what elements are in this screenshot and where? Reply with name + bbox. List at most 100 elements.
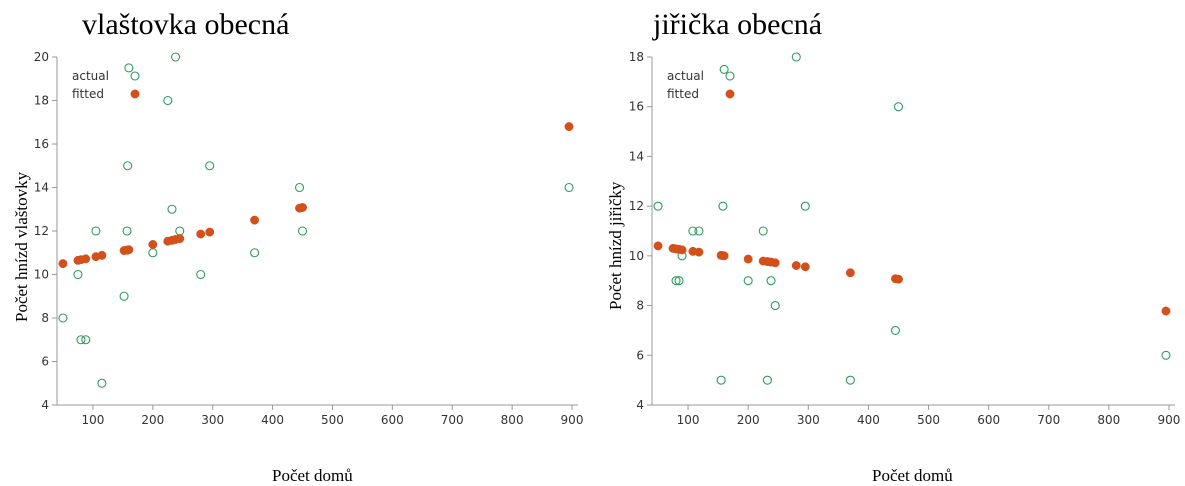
legend-label-actual: actual <box>667 69 704 83</box>
data-point-actual <box>1161 350 1171 360</box>
legend-marker-actual <box>130 71 140 81</box>
legend-label-fitted: fitted <box>667 87 699 101</box>
data-point-actual <box>58 313 68 323</box>
data-point-actual <box>148 248 158 258</box>
data-point-actual <box>76 335 86 345</box>
x-tick-label: 500 <box>321 413 344 427</box>
data-point-fitted <box>770 258 780 268</box>
y-tick-label: 6 <box>41 355 49 369</box>
data-point-fitted <box>677 245 687 255</box>
legend-marker-fitted <box>725 89 735 99</box>
data-point-actual <box>196 269 206 280</box>
data-point-actual <box>758 226 768 236</box>
data-point-fitted <box>205 227 215 237</box>
x-tick-label: 500 <box>917 413 940 427</box>
data-point-actual <box>719 64 729 74</box>
data-point-fitted <box>124 245 134 255</box>
x-axis-label: Počet domů <box>272 466 353 485</box>
legend-marker-actual <box>725 71 735 81</box>
data-point-fitted <box>175 234 185 244</box>
data-point-fitted <box>694 247 704 257</box>
scatter-plot-vlastovka: 4 6 8 10 12 14 16 18 20 100 200 300 400 500 600 700 800 9… <box>34 50 584 427</box>
data-point-actual <box>297 226 308 236</box>
data-point-actual <box>653 201 663 211</box>
y-tick-label: 10 <box>629 249 644 263</box>
y-tick-label: 18 <box>629 50 644 64</box>
data-point-fitted <box>894 274 903 284</box>
x-tick-label: 200 <box>141 413 164 427</box>
data-point-actual <box>716 375 726 385</box>
data-point-fitted <box>81 254 91 264</box>
data-point-actual <box>800 201 810 211</box>
data-point-fitted <box>1161 306 1171 316</box>
legend-label-fitted: fitted <box>72 87 104 101</box>
chart-title: vlaštovka obecná <box>82 8 290 41</box>
y-tick-label: 12 <box>34 224 49 238</box>
y-tick-label: 14 <box>629 149 644 163</box>
data-point-actual <box>91 226 101 236</box>
x-tick-label: 300 <box>201 413 224 427</box>
y-tick-label: 4 <box>636 398 644 412</box>
data-point-fitted <box>298 203 307 212</box>
data-point-actual <box>743 276 753 286</box>
data-point-actual <box>674 276 684 286</box>
x-tick-label: 900 <box>561 413 584 427</box>
data-point-actual <box>688 226 698 236</box>
scatter-plot-jiricka: 4 6 8 10 12 14 16 18 100 200 300 400 500 600 700 800 900… <box>629 50 1181 427</box>
data-point-fitted <box>791 261 801 271</box>
x-tick-label: 200 <box>737 413 760 427</box>
legend-marker-fitted <box>130 89 140 99</box>
y-tick-label: 6 <box>636 348 644 362</box>
data-point-actual <box>671 276 681 286</box>
data-point-actual <box>890 325 901 335</box>
x-tick-label: 800 <box>501 413 524 427</box>
data-point-actual <box>73 269 83 280</box>
y-axis-label: Počet hnízd jiřičky <box>606 181 625 310</box>
data-point-actual <box>124 63 134 73</box>
data-point-fitted <box>148 240 158 249</box>
data-point-fitted <box>250 215 260 225</box>
y-tick-label: 8 <box>41 311 49 325</box>
data-point-actual <box>250 248 260 258</box>
chart-title: jiřička obecná <box>653 8 823 41</box>
x-tick-label: 600 <box>381 413 404 427</box>
data-point-actual <box>123 161 133 171</box>
data-point-actual <box>694 226 704 236</box>
data-point-actual <box>845 375 855 385</box>
data-point-actual <box>163 95 173 106</box>
y-tick-label: 18 <box>34 94 49 108</box>
data-point-actual <box>167 204 177 214</box>
data-point-fitted <box>719 251 729 261</box>
data-point-fitted <box>564 122 574 132</box>
x-tick-label: 600 <box>977 413 1000 427</box>
x-tick-label: 800 <box>1097 413 1120 427</box>
data-point-actual <box>122 226 132 236</box>
x-tick-label: 300 <box>797 413 820 427</box>
x-tick-label: 100 <box>677 413 700 427</box>
x-tick-label: 400 <box>857 413 880 427</box>
data-point-fitted <box>845 268 855 278</box>
data-point-actual <box>81 335 91 345</box>
data-point-actual <box>97 378 107 388</box>
data-point-fitted <box>97 250 107 260</box>
data-point-actual <box>718 201 728 211</box>
chart-panel-left: vlaštovka obecná 4 6 8 10 12 14 16 18 20 100 200 30… <box>0 0 590 486</box>
y-axis-label: Počet hnízd vlaštovky <box>12 171 31 322</box>
x-tick-label: 700 <box>441 413 464 427</box>
data-point-actual <box>893 102 904 112</box>
x-axis-label: Počet domů <box>872 466 953 485</box>
data-point-actual <box>762 375 772 385</box>
x-tick-label: 100 <box>81 413 104 427</box>
data-point-actual <box>294 182 305 193</box>
data-point-actual <box>770 301 780 311</box>
y-tick-label: 16 <box>629 100 644 114</box>
x-tick-label: 400 <box>261 413 284 427</box>
y-tick-label: 12 <box>629 199 644 213</box>
data-point-fitted <box>58 259 68 269</box>
y-tick-label: 16 <box>34 137 49 151</box>
chart-panel-right: jiřička obecná 4 6 8 10 12 14 16 18 100 200 300 400… <box>595 0 1185 486</box>
data-point-fitted <box>800 262 810 272</box>
y-tick-label: 4 <box>41 398 49 412</box>
legend-label-actual: actual <box>72 69 109 83</box>
data-point-fitted <box>653 241 663 251</box>
